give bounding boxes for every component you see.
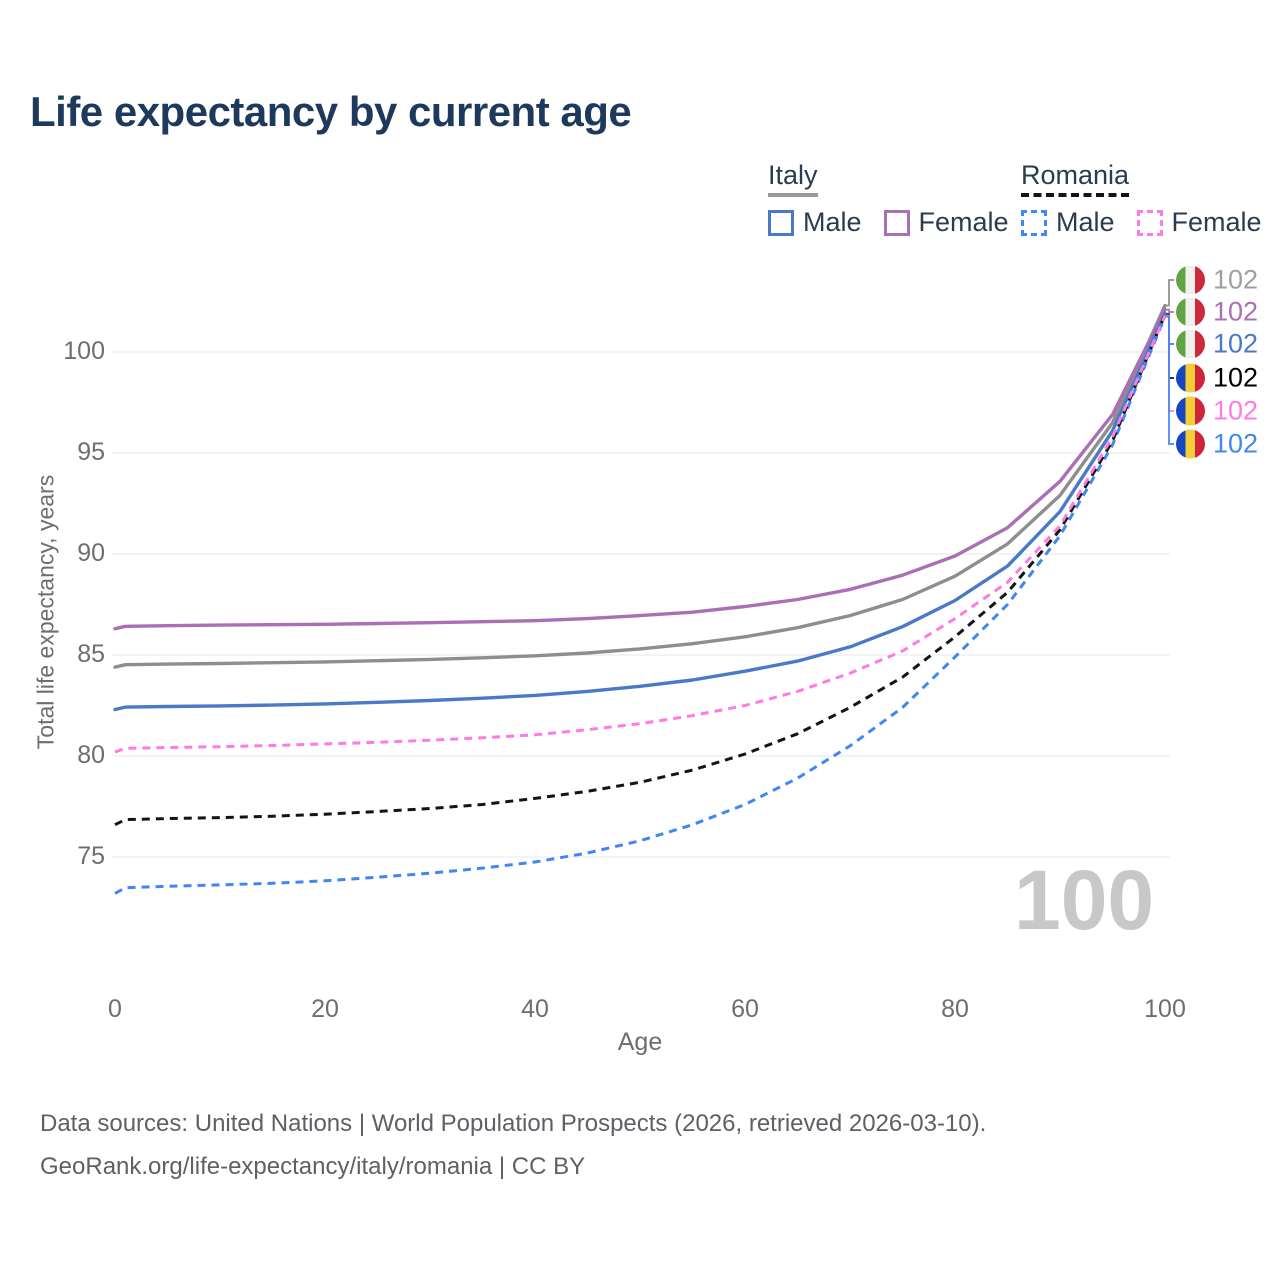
italy-flag-icon — [1176, 297, 1205, 327]
end-label-row-romania-female: 102 — [1176, 395, 1259, 426]
end-label-row-italy: 102 — [1176, 264, 1259, 295]
y-tick-label: 95 — [77, 437, 105, 466]
end-value-label: 102 — [1213, 328, 1259, 359]
romania-flag-icon — [1176, 429, 1205, 459]
end-label-row-italy-male: 102 — [1176, 328, 1259, 359]
legend-item-label: Male — [803, 207, 862, 238]
end-value-label: 102 — [1213, 296, 1259, 327]
page-title: Life expectancy by current age — [30, 88, 632, 135]
series-line-romania-female[interactable] — [114, 315, 1167, 754]
legend-item-romania-male[interactable]: Male — [1021, 207, 1115, 238]
end-value-label: 102 — [1213, 362, 1259, 393]
end-label-row-romania: 102 — [1176, 362, 1259, 393]
series-line-italy-female[interactable] — [113, 307, 1167, 631]
legend-item-italy-female[interactable]: Female — [883, 207, 1009, 238]
footer: Data sources: United Nations | World Pop… — [40, 1102, 986, 1188]
legend-group-label: Romania — [1021, 160, 1130, 190]
footer-attribution-line: GeoRank.org/life-expectancy/italy/romani… — [40, 1153, 586, 1180]
end-value-label: 102 — [1213, 264, 1259, 295]
label-connector-romania-female — [1166, 314, 1174, 412]
age-watermark: 100 — [1014, 853, 1155, 947]
series-line-romania-male[interactable] — [114, 316, 1167, 895]
x-tick-label: 0 — [108, 995, 122, 1023]
y-axis-title: Total life expectancy, years — [32, 474, 59, 750]
y-tick-label: 85 — [77, 639, 105, 668]
label-connector-italy-male — [1166, 312, 1174, 345]
italy-flag-icon — [1176, 329, 1205, 359]
romania-flag-icon — [1176, 396, 1205, 426]
label-connector-romania — [1166, 313, 1174, 379]
legend-swatch-italy-male — [768, 209, 794, 236]
legend-group-title-romania: Romania — [1021, 160, 1130, 198]
x-tick-label: 40 — [521, 995, 549, 1023]
legend-group-label: Italy — [768, 160, 818, 190]
y-tick-label: 80 — [77, 740, 105, 769]
label-connector-italy-female — [1166, 308, 1174, 313]
x-axis-title: Age — [617, 1028, 663, 1056]
end-value-label: 102 — [1213, 428, 1259, 459]
end-label-row-romania-male: 102 — [1176, 428, 1259, 459]
legend-items-romania: Male Female — [1021, 207, 1262, 238]
legend-item-italy-male[interactable]: Male — [768, 207, 862, 238]
x-tick-label: 80 — [941, 995, 969, 1023]
footer-sources-line: Data sources: United Nations | World Pop… — [40, 1110, 987, 1137]
label-connector-romania-male — [1166, 315, 1174, 445]
legend-item-label: Male — [1056, 207, 1115, 238]
legend-item-romania-female[interactable]: Female — [1136, 207, 1262, 238]
x-tick-label: 100 — [1144, 995, 1186, 1023]
y-tick-label: 100 — [63, 336, 105, 365]
legend-group-title-italy: Italy — [768, 160, 818, 198]
series-line-italy[interactable] — [113, 303, 1167, 669]
x-tick-label: 20 — [311, 995, 339, 1023]
legend-item-label: Female — [918, 207, 1009, 238]
legend-group-italy: Italy Male Female — [768, 160, 1009, 238]
legend-swatch-romania-male — [1021, 209, 1047, 236]
y-tick-label: 75 — [77, 841, 105, 870]
end-label-row-italy-female: 102 — [1176, 296, 1259, 327]
legend-swatch-italy-female — [883, 209, 910, 236]
italy-flag-icon — [1176, 265, 1205, 295]
x-tick-label: 60 — [731, 995, 759, 1023]
legend-group-romania: Romania Male Female — [1021, 160, 1262, 238]
legend-swatch-romania-female — [1136, 209, 1163, 236]
series-line-italy-male[interactable] — [113, 311, 1167, 712]
label-connector-italy — [1166, 279, 1174, 307]
series-line-romania[interactable] — [114, 314, 1167, 827]
legend-item-label: Female — [1171, 207, 1262, 238]
y-tick-label: 90 — [77, 538, 105, 567]
legend-items-italy: Male Female — [768, 207, 1009, 238]
romania-flag-icon — [1176, 363, 1205, 393]
end-value-label: 102 — [1213, 395, 1259, 426]
